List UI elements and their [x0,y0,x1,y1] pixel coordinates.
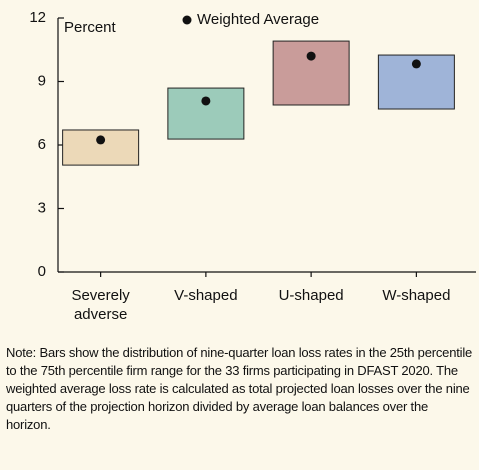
average-dot [306,51,316,61]
average-dot [411,59,421,69]
plot: Percent Weighted Average 0 3 6 9 12 [29,9,476,280]
note: Note: Bars show the distribution of nine… [6,345,473,432]
y-tick-label: 12 [29,9,46,26]
y-tick-label: 0 [38,263,46,280]
range-bar [167,87,245,140]
range-bar [272,40,350,106]
x-tick-label: W-shaped [382,287,451,304]
legend-marker [182,15,192,25]
x-tick-label: U-shaped [278,287,344,304]
x-tick-label: Severely adverse [71,287,130,323]
y-tick-label: 3 [38,199,46,216]
range-bar [62,129,140,166]
y-axis-label: Percent [64,19,117,36]
x-tick-label: V-shaped [174,287,238,304]
average-dot [201,96,211,106]
y-tick-label: 9 [38,72,46,89]
average-dot [96,135,106,145]
y-tick-label: 6 [38,136,46,153]
legend-label: Weighted Average [197,11,319,28]
